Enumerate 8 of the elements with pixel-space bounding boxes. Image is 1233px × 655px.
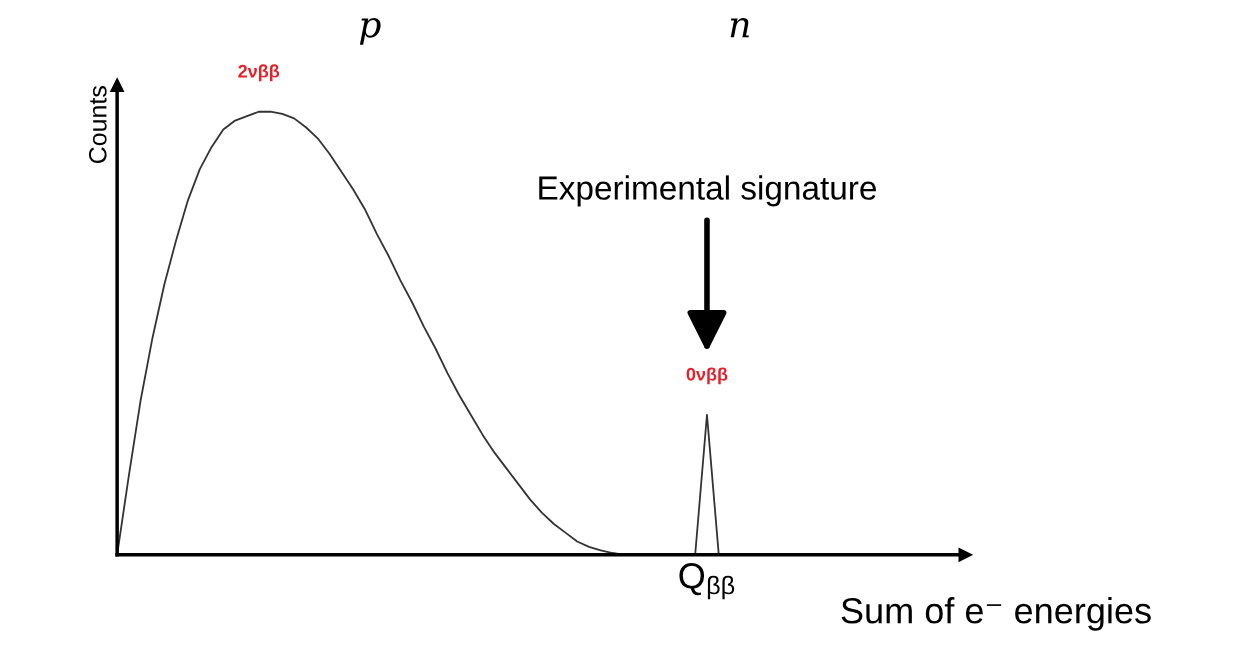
text: p [359,18,381,45]
y-axis-title: Counts [88,86,107,164]
annotation: Experimental signature [539,175,876,207]
text: 2νββ [238,64,280,82]
annotation: 0νββ [686,367,728,385]
text: Q$_{ββ}$ [679,563,735,600]
text: n [730,18,749,38]
x-axis-title: Sum of e⁻ energies [841,597,1151,631]
